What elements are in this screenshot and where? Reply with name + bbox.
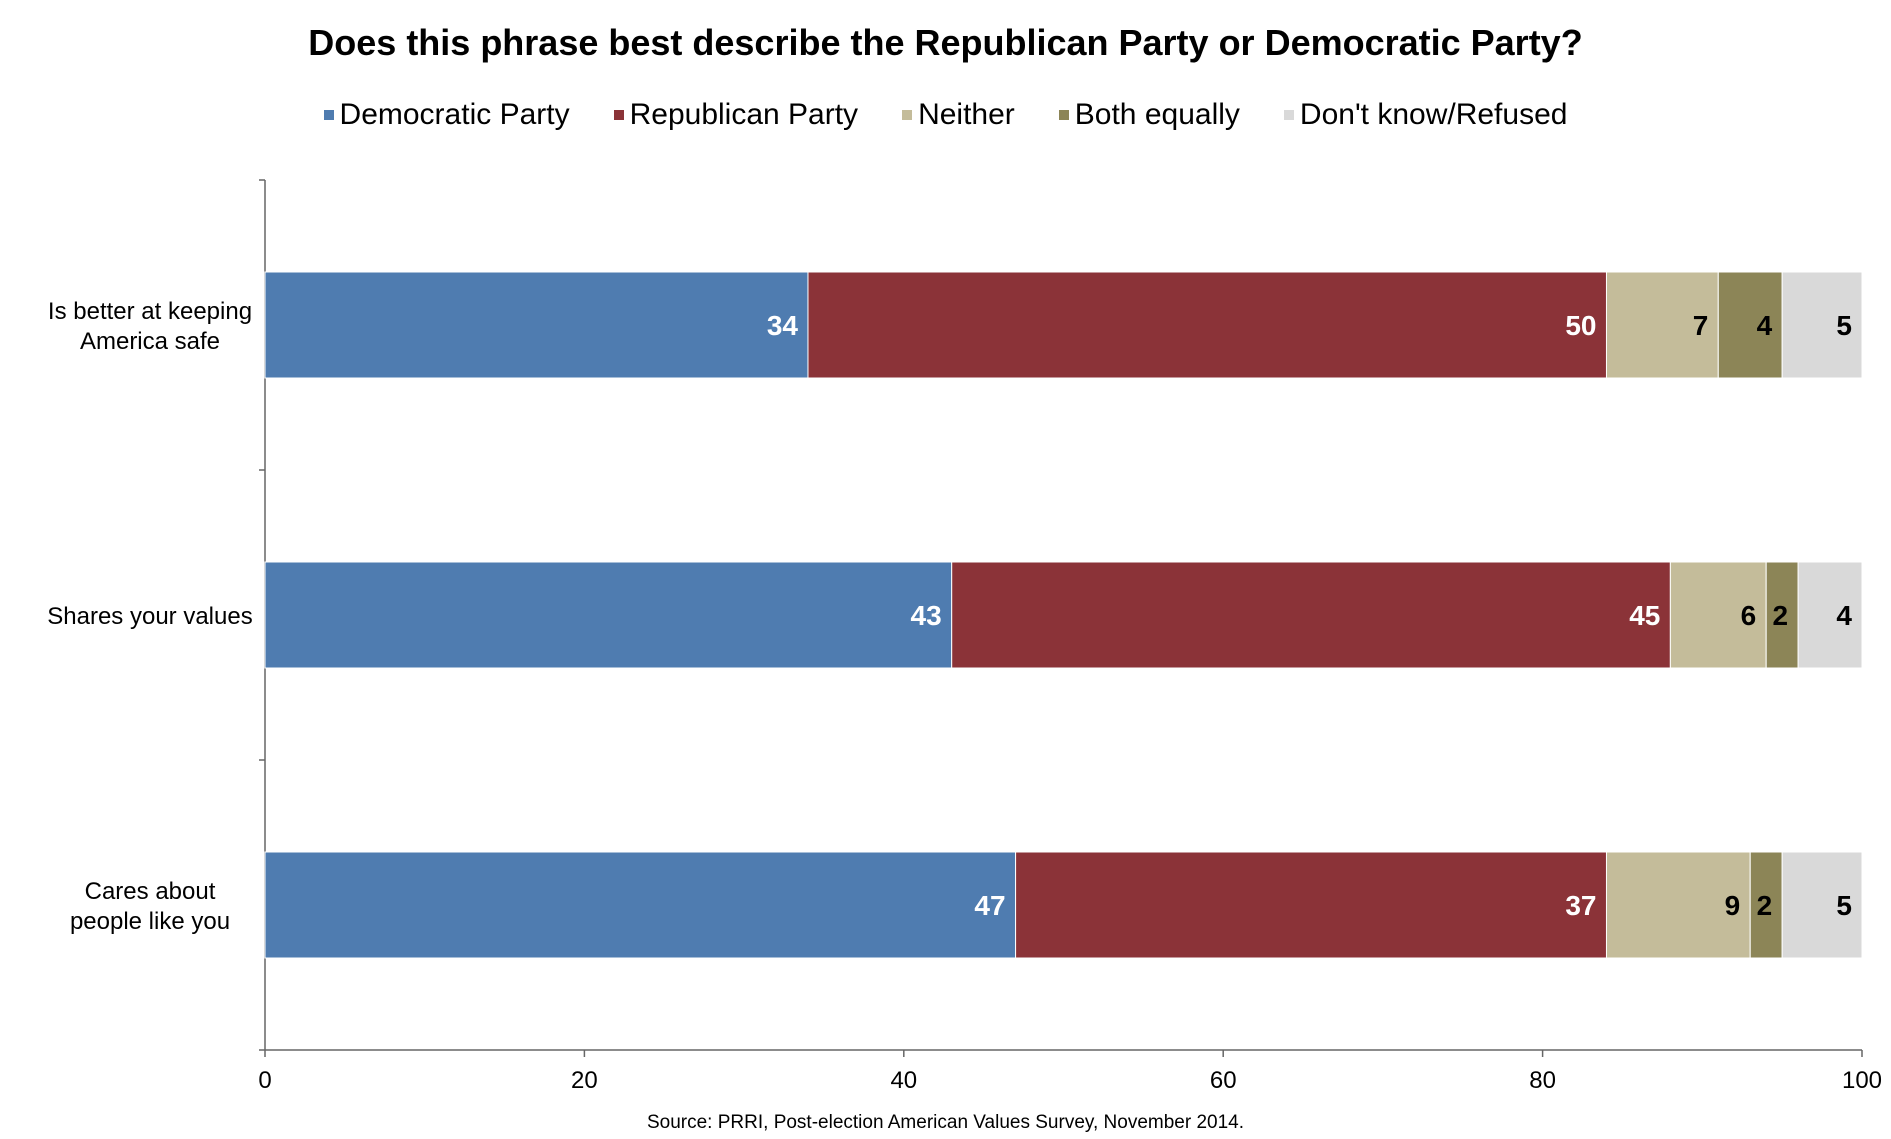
data-label: 34	[767, 310, 799, 341]
data-label: 47	[974, 890, 1005, 921]
legend-label: Democratic Party	[339, 98, 570, 131]
bar-segment	[1717, 271, 1783, 379]
legend-label: Republican Party	[629, 98, 859, 131]
x-tick-label: 20	[571, 1067, 598, 1094]
category-label: America safe	[80, 328, 220, 355]
legend-label: Don't know/Refused	[1299, 98, 1568, 131]
category-label: Cares about	[85, 878, 216, 905]
data-label: 37	[1565, 890, 1596, 921]
x-tick-label: 60	[1210, 1067, 1237, 1094]
chart-legend: Democratic Party Republican Party Neither B…	[0, 98, 1891, 132]
x-tick-label: 80	[1529, 1067, 1556, 1094]
legend-item: Both equally	[1058, 98, 1240, 132]
bar-segment	[264, 271, 809, 379]
x-tick-label: 40	[890, 1067, 917, 1094]
data-label: 7	[1693, 310, 1709, 341]
bar-segment	[1765, 561, 1799, 669]
data-label: 50	[1565, 310, 1596, 341]
legend-label: Neither	[918, 98, 1015, 131]
chart-plot-area: 0 20 40 60 80 100 Is better at keeping America …	[47, 179, 1882, 1094]
source-note: Source: PRRI, Post-election American Val…	[646, 1112, 1244, 1133]
category-label: Is better at keeping	[48, 298, 252, 325]
legend-label: Both equally	[1074, 98, 1240, 131]
data-label: 9	[1725, 890, 1741, 921]
data-label: 6	[1741, 600, 1757, 631]
bar-segment	[807, 271, 1607, 379]
bar-segment	[1605, 271, 1719, 379]
bar-segment	[951, 561, 1671, 669]
legend-swatch	[1058, 110, 1069, 120]
category-label: Shares your values	[47, 603, 252, 630]
legend-swatch	[613, 110, 624, 120]
data-label: 45	[1629, 600, 1660, 631]
bar-segment	[264, 561, 953, 669]
bar-segment	[1015, 851, 1607, 959]
data-label: 2	[1773, 600, 1789, 631]
data-label: 4	[1757, 310, 1773, 341]
data-label: 43	[911, 600, 942, 631]
bar-segment	[1797, 561, 1863, 669]
x-tick-label: 0	[258, 1067, 271, 1094]
legend-item: Don't know/Refused	[1283, 98, 1568, 132]
bar-segment	[264, 851, 1017, 959]
x-tick-label: 100	[1842, 1067, 1882, 1094]
bar-segment	[1669, 561, 1767, 669]
legend-item: Neither	[902, 98, 1015, 132]
legend-item: Democratic Party	[323, 98, 570, 132]
data-label: 2	[1757, 890, 1773, 921]
chart-title: Does this phrase best describe the Repub…	[308, 22, 1583, 63]
legend-swatch	[1283, 110, 1294, 120]
bar-segment	[1781, 851, 1863, 959]
data-label: 4	[1836, 600, 1852, 631]
legend-swatch	[323, 110, 334, 120]
bar-segment	[1749, 851, 1783, 959]
data-label: 5	[1836, 890, 1852, 921]
bar-segment	[1781, 271, 1863, 379]
legend-swatch	[902, 110, 913, 120]
legend-item: Republican Party	[613, 98, 859, 132]
data-label: 5	[1836, 310, 1852, 341]
bar-segment	[1605, 851, 1751, 959]
category-label: people like you	[70, 908, 230, 935]
